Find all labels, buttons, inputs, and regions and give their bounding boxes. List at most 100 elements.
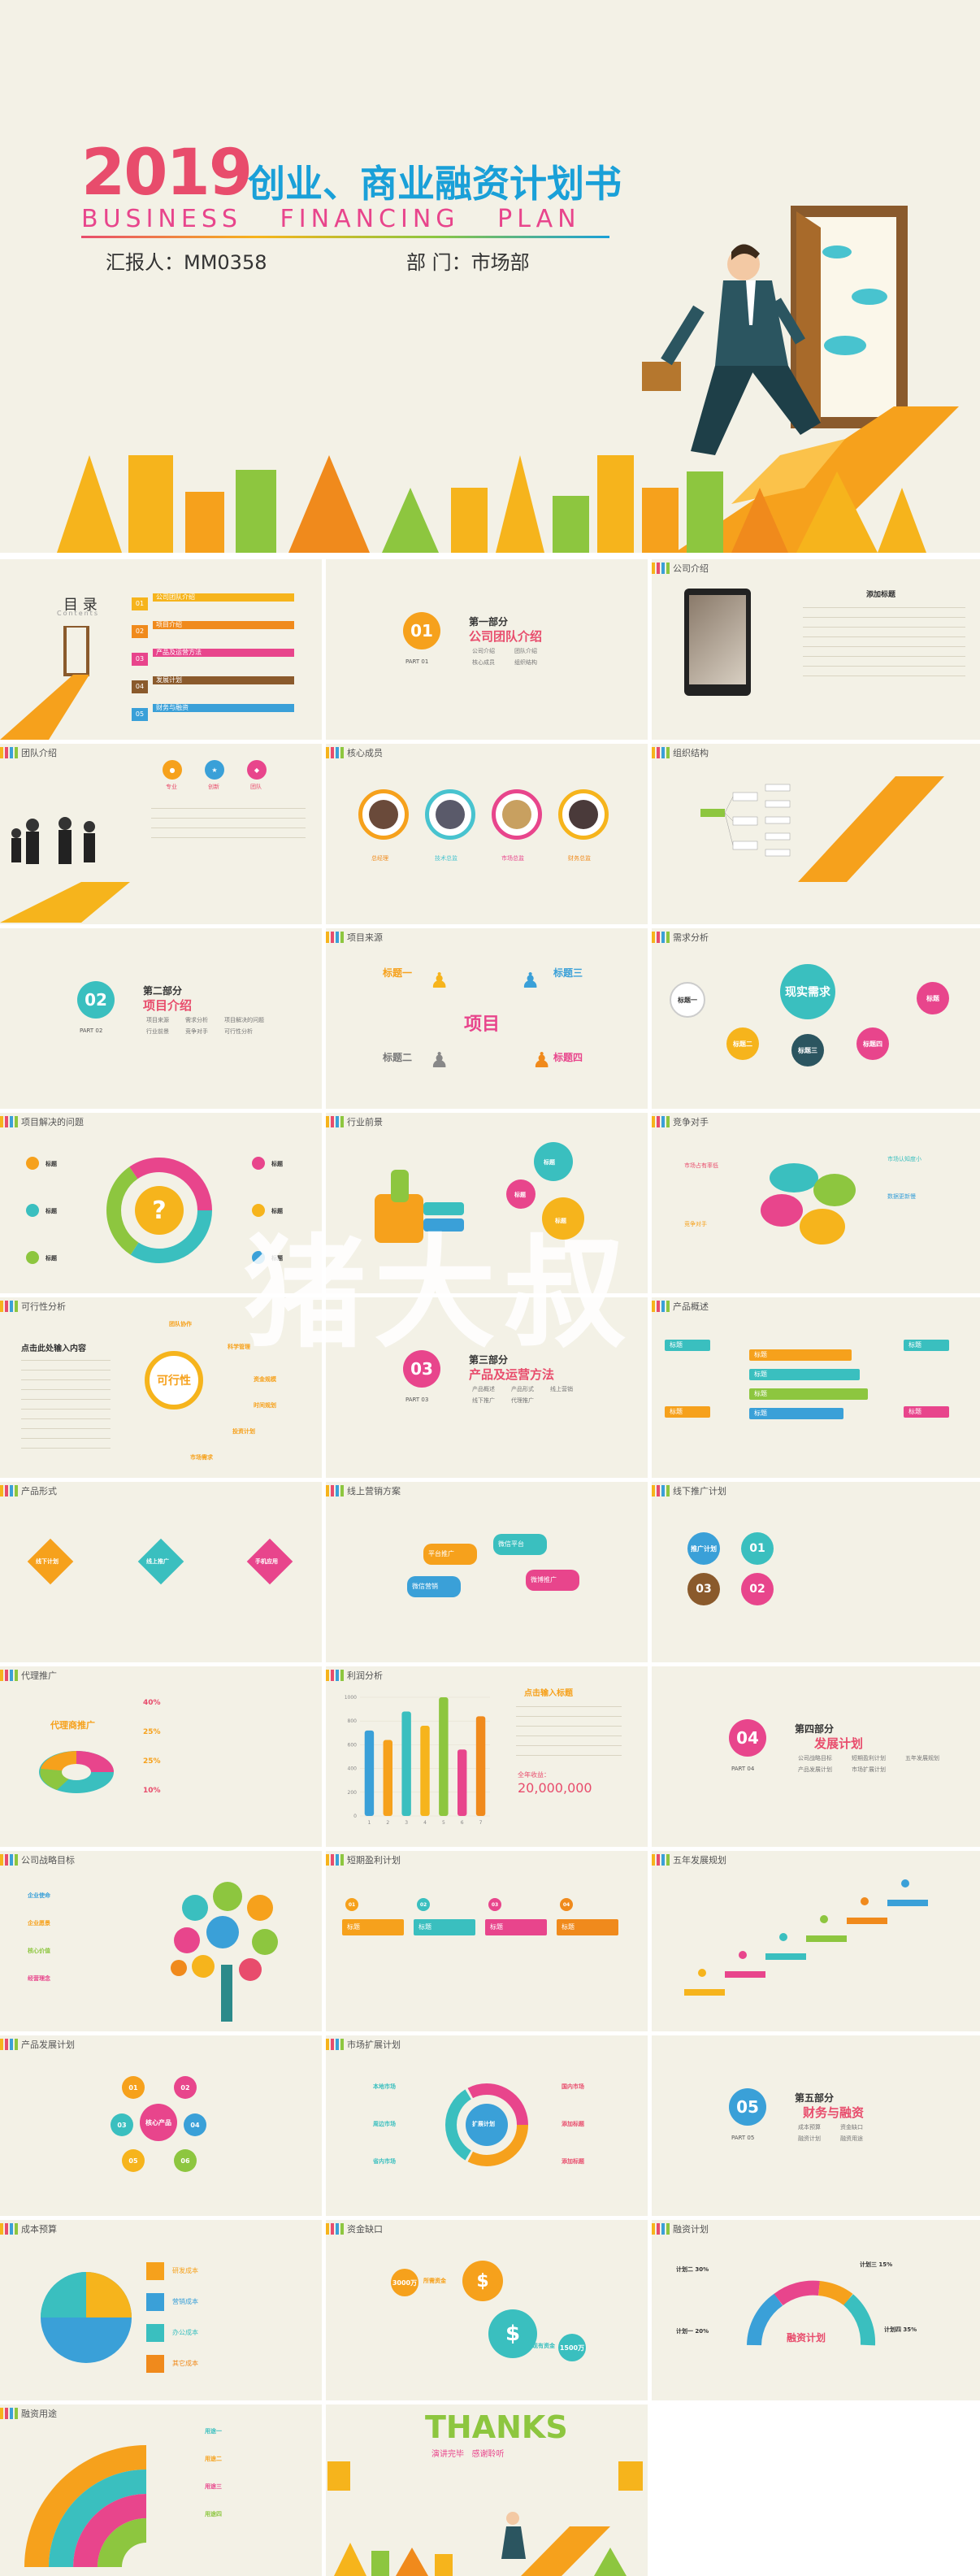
part5-item-1: 资金缺口 xyxy=(840,2124,863,2131)
cover-department: 部 门：市场部 xyxy=(406,251,530,274)
solve-label-4: 标题 xyxy=(271,1161,283,1167)
part4-item-0: 公司战略目标 xyxy=(798,1755,832,1761)
overview-bar-1: 标题 xyxy=(749,1349,852,1361)
market-cycle-ring xyxy=(445,2083,528,2166)
feasible-item-3: 资金规模 xyxy=(254,1376,276,1383)
profit-xtick: 3 xyxy=(405,1820,408,1826)
profit-xtick: 4 xyxy=(423,1820,427,1826)
profit-heading: 点击输入标题 xyxy=(524,1689,573,1698)
market-plan-center: 扩展计划 xyxy=(472,2121,495,2127)
finance-item-4: 计划四 35% xyxy=(884,2326,917,2333)
toc-item-2[interactable]: 02 项目介绍 xyxy=(132,621,294,638)
thanks-illustration xyxy=(327,2461,643,2576)
toc-item-label: 财务与融资 xyxy=(153,704,294,712)
use-slide: 融资用途 用途一 用途二 用途三 用途四 xyxy=(0,2404,322,2576)
cost-icon-3 xyxy=(146,2324,164,2342)
offline-slide: 线下推广计划 推广计划 01 02 03 xyxy=(652,1482,980,1662)
part5-number: 05 xyxy=(729,2088,766,2126)
part2-label: PART 02 xyxy=(80,1027,103,1034)
toc-item-4[interactable]: 04 发展计划 xyxy=(132,676,294,693)
part3-slide: 03 PART 03 第三部分 产品及运营方法 产品概述 产品形式 线上营销 线… xyxy=(326,1297,648,1478)
part3-item-1: 产品形式 xyxy=(511,1386,534,1392)
compete-label-1: 市场占有率低 xyxy=(684,1162,718,1169)
part5-title: 财务与融资 xyxy=(803,2105,865,2120)
compete-label-4: 竞争对手 xyxy=(684,1221,707,1227)
solve-label-5: 标题 xyxy=(271,1208,283,1214)
profit-bar xyxy=(383,1740,392,1816)
feasible-click[interactable]: 点击此处输入内容 xyxy=(21,1344,86,1353)
slide-title-bars xyxy=(652,563,670,574)
solve-label-6: 标题 xyxy=(271,1255,283,1262)
finance-item-2: 计划二 30% xyxy=(676,2266,709,2273)
market-plan-label-6: 添加标题 xyxy=(562,2158,584,2165)
toc-item-num: 01 xyxy=(132,597,148,610)
core-members-slide: 核心成员 总经理 技术总监 市场总监 财务总监 xyxy=(326,744,648,924)
gap-left-label: 所需资金 xyxy=(423,2278,446,2284)
part3-part: 第三部分 xyxy=(469,1354,509,1366)
part3-number: 03 xyxy=(403,1350,440,1388)
toc-item-1[interactable]: 01 公司团队介绍 xyxy=(132,593,294,610)
overview-title: 产品概述 xyxy=(673,1301,709,1312)
shortterm-step-3: 标题 xyxy=(485,1919,547,1935)
team-icon-label-1: 专业 xyxy=(166,784,177,790)
source-label-3: 标题三 xyxy=(553,967,583,979)
form-label-2: 线上推广 xyxy=(146,1558,169,1565)
overview-slide: 产品概述 标题 标题 标题 标题 标题 标题 标题 标题 xyxy=(652,1297,980,1478)
toc-subtitle: Contents xyxy=(57,610,99,617)
product-plan-node-3: 03 xyxy=(111,2113,133,2136)
cover-divider xyxy=(81,236,609,238)
org-title: 组织结构 xyxy=(673,748,709,758)
part4-item-4: 市场扩展计划 xyxy=(852,1766,886,1773)
cover-subtitle: BUSINESS FINANCING PLAN xyxy=(81,205,581,233)
core-title: 核心成员 xyxy=(347,748,383,758)
market-plan-label-1: 本地市场 xyxy=(373,2083,396,2090)
market-plan-label-2: 周边市场 xyxy=(373,2121,396,2127)
part3-title: 产品及运营方法 xyxy=(469,1367,555,1382)
part2-item-5: 可行性分析 xyxy=(224,1028,253,1035)
part3-item-0: 产品概述 xyxy=(472,1386,495,1392)
online-bubble-4: 微信营销 xyxy=(407,1576,461,1597)
part4-part: 第四部分 xyxy=(795,1723,835,1735)
gap-slide: 资金缺口 3000万 1500万 所需资金 现有资金 $ $ xyxy=(326,2220,648,2400)
org-slide: 组织结构 xyxy=(652,744,980,924)
profit-ytick: 600 xyxy=(348,1742,358,1748)
part5-label: PART 05 xyxy=(731,2135,755,2141)
source-label-1: 标题一 xyxy=(383,967,413,979)
part2-item-2: 项目解决的问题 xyxy=(224,1017,264,1023)
online-bubble-1: 平台推广 xyxy=(423,1544,477,1565)
cost-icon-2 xyxy=(146,2293,164,2311)
part2-item-3: 行业前景 xyxy=(146,1028,169,1035)
toc-item-5[interactable]: 05 财务与融资 xyxy=(132,704,294,721)
part1-label: PART 01 xyxy=(405,658,429,665)
cost-item-2: 营销成本 xyxy=(172,2298,198,2305)
industry-title: 行业前景 xyxy=(347,1117,383,1127)
overview-tag-1: 标题 xyxy=(665,1340,710,1351)
money-bag-icon-1: $ xyxy=(462,2261,503,2301)
fiveyear-staircase xyxy=(684,1879,928,1996)
agent-pct-1: 40% xyxy=(143,1699,161,1707)
cover-year: 2019 xyxy=(81,137,253,210)
strategy-tree xyxy=(171,1882,278,2022)
overview-bar-4: 标题 xyxy=(749,1408,843,1419)
online-bubble-3: 微博推广 xyxy=(526,1570,579,1591)
use-item-2: 用途二 xyxy=(205,2456,222,2462)
overview-tag-3: 标题 xyxy=(904,1340,949,1351)
team-icon-label-2: 创新 xyxy=(208,784,219,790)
team-icon-2: ★ xyxy=(205,760,224,780)
toc-item-label: 发展计划 xyxy=(153,676,294,684)
finance-center: 融资计划 xyxy=(787,2332,826,2344)
profit-total-label: 全年收益： xyxy=(518,1771,550,1779)
company-slide: 公司介绍 添加标题 xyxy=(652,559,980,740)
team-icon-label-3: 团队 xyxy=(250,784,262,790)
use-title: 融资用途 xyxy=(21,2409,57,2419)
cost-item-1: 研发成本 xyxy=(172,2267,198,2274)
profit-ytick: 1000 xyxy=(345,1695,357,1701)
profit-total: 20,000,000 xyxy=(518,1780,592,1796)
part1-slide: 01 PART 01 第一部分 公司团队介绍 公司介绍 团队介绍 核心成员 组织… xyxy=(326,559,648,740)
part4-item-1: 短期盈利计划 xyxy=(852,1755,886,1761)
fiveyear-title: 五年发展规划 xyxy=(673,1855,726,1866)
toc-item-3[interactable]: 03 产品及运营方法 xyxy=(132,649,294,666)
product-plan-node-1: 01 xyxy=(122,2076,145,2099)
team-icon-1: ● xyxy=(163,760,182,780)
member-name-4: 财务总监 xyxy=(568,855,591,862)
